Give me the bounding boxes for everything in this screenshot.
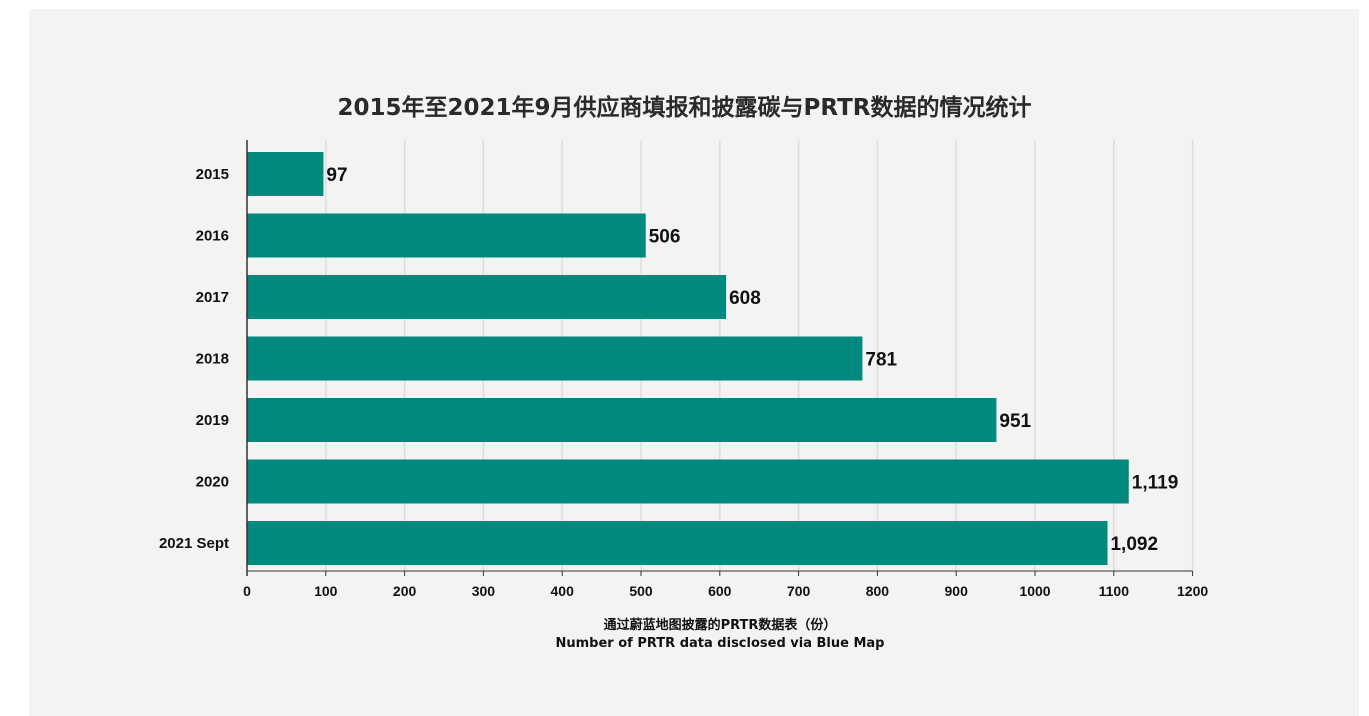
bar (247, 336, 863, 381)
bar (247, 275, 727, 319)
bar-value-label: 608 (729, 288, 761, 309)
x-tick-label: 500 (629, 583, 653, 599)
y-category-label: 2019 (196, 412, 229, 429)
y-category-label: 2017 (196, 289, 229, 306)
x-tick-label: 300 (472, 583, 496, 599)
bar (247, 398, 997, 442)
x-tick-label: 800 (866, 583, 890, 599)
x-tick-label: 200 (393, 583, 417, 599)
bar-value-label: 1,119 (1132, 473, 1179, 494)
y-category-label: 2021 Sept (159, 535, 229, 552)
y-category-label: 2015 (196, 166, 229, 183)
y-category-label: 2016 (196, 228, 229, 245)
x-axis-label-chinese: 通过蔚蓝地图披露的PRTR数据表（份） (603, 618, 837, 633)
bar (247, 521, 1108, 565)
x-tick-label: 1100 (1099, 583, 1130, 599)
x-tick-label: 700 (787, 583, 811, 599)
bar-value-label: 781 (865, 350, 897, 371)
x-tick-label: 0 (243, 583, 251, 599)
bar (247, 459, 1129, 504)
bar-value-label: 951 (999, 411, 1031, 432)
x-tick-label: 100 (314, 583, 338, 599)
x-tick-label: 1200 (1177, 583, 1208, 599)
bars: 97 506 608 781 951 1,119 1,092 (247, 152, 1178, 565)
x-tick-label: 600 (708, 583, 732, 599)
bar-value-label: 506 (649, 227, 681, 248)
bar-value-label: 97 (326, 165, 347, 186)
x-tick-label: 400 (551, 583, 575, 599)
x-axis-label-english: Number of PRTR data disclosed via Blue M… (555, 636, 885, 651)
chart-title: 2015年至2021年9月供应商填报和披露碳与PRTR数据的情况统计 (337, 95, 1032, 121)
bar (247, 152, 324, 196)
bar (247, 213, 646, 258)
y-category-label: 2020 (196, 474, 229, 491)
y-category-label: 2018 (196, 351, 229, 368)
axes: 0 100 200 300 400 500 600 700 800 900 1000 1100 1200… (159, 140, 1208, 599)
x-tick-label: 1000 (1019, 583, 1050, 599)
x-tick-label: 900 (945, 583, 969, 599)
bar-value-label: 1,092 (1110, 534, 1158, 555)
